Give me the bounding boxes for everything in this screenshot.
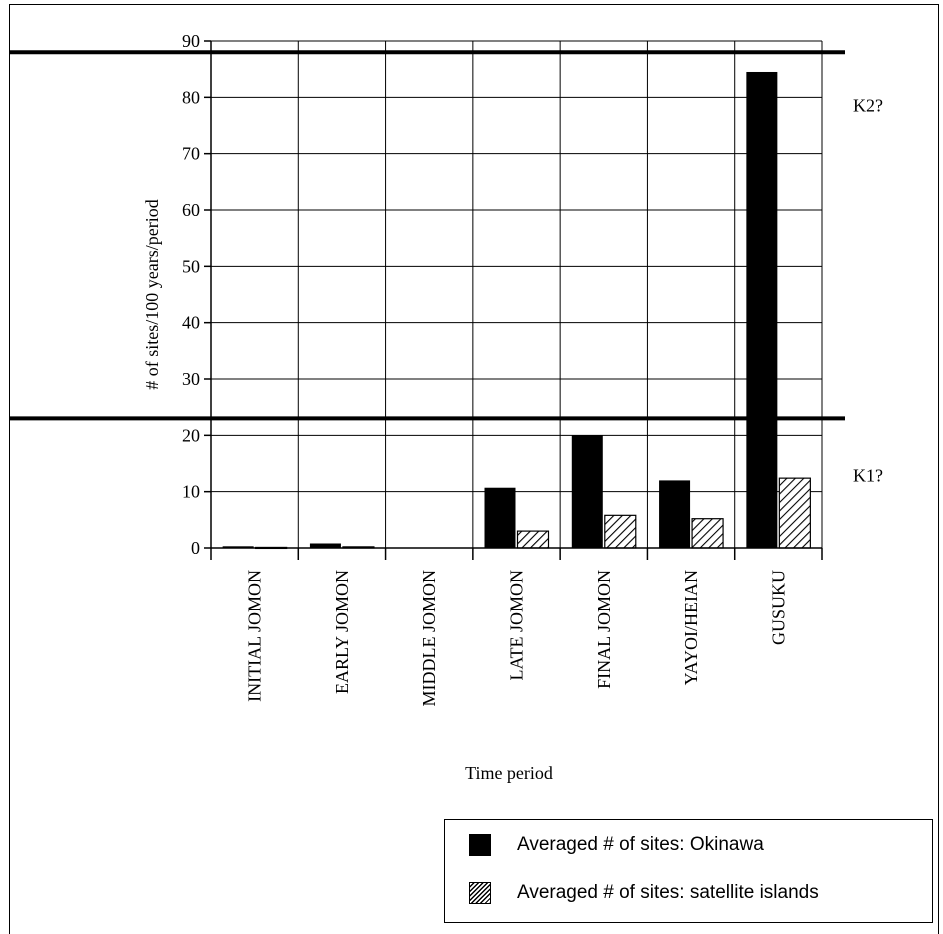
y-tick-label: 70 bbox=[182, 144, 200, 164]
y-tick-label: 80 bbox=[182, 87, 200, 107]
x-tick-label: EARLY JOMON bbox=[332, 570, 352, 694]
x-tick-label: GUSUKU bbox=[768, 570, 788, 645]
x-tick-label: FINAL JOMON bbox=[594, 570, 614, 689]
bar-okinawa bbox=[659, 480, 691, 548]
bar-okinawa bbox=[222, 546, 254, 548]
y-tick-label: 20 bbox=[182, 425, 200, 445]
reference-line-label: K1? bbox=[853, 465, 883, 485]
bar-okinawa bbox=[746, 71, 778, 548]
y-axis-title: # of sites/100 years/period bbox=[142, 199, 162, 389]
bar-satellite bbox=[604, 514, 637, 549]
x-axis-title: Time period bbox=[465, 763, 553, 783]
axis-labels: 0 10 20 30 40 50 60 70 80 90 INITIAL JOMON EARLY JO… bbox=[142, 31, 788, 783]
x-tick-label: INITIAL JOMON bbox=[245, 570, 265, 702]
reference-line-label: K2? bbox=[853, 95, 883, 115]
legend-swatch-hatched bbox=[469, 882, 491, 904]
y-tick-label: 60 bbox=[182, 200, 200, 220]
bar-okinawa bbox=[571, 435, 603, 548]
y-tick-label: 50 bbox=[182, 256, 200, 276]
bars bbox=[222, 71, 811, 550]
bar-satellite bbox=[778, 477, 811, 549]
y-tick-label: 10 bbox=[182, 482, 200, 502]
y-tick-label: 30 bbox=[182, 369, 200, 389]
legend-label-okinawa: Averaged # of sites: Okinawa bbox=[517, 834, 764, 855]
y-tick-label: 90 bbox=[182, 31, 200, 51]
x-tick-label: MIDDLE JOMON bbox=[419, 570, 439, 707]
figure-frame bbox=[9, 4, 939, 934]
legend-item-satellite: Averaged # of sites: satellite islands bbox=[469, 882, 819, 904]
y-tick-label: 40 bbox=[182, 313, 200, 333]
legend-label-satellite: Averaged # of sites: satellite islands bbox=[517, 882, 819, 903]
grid bbox=[211, 40, 823, 548]
axes bbox=[204, 40, 823, 560]
y-tick-label: 0 bbox=[191, 538, 200, 558]
bar-okinawa bbox=[309, 543, 341, 548]
bar-okinawa bbox=[484, 487, 516, 548]
x-tick-label: LATE JOMON bbox=[507, 570, 527, 681]
x-tick-label: YAYOI/HEIAN bbox=[681, 570, 701, 685]
bar-satellite bbox=[691, 518, 724, 549]
legend-swatch-solid bbox=[469, 834, 491, 856]
bar-satellite bbox=[516, 530, 550, 549]
reference-lines: K2? K1? bbox=[9, 50, 883, 485]
legend-item-okinawa: Averaged # of sites: Okinawa bbox=[469, 834, 764, 856]
legend: Averaged # of sites: Okinawa Averaged # … bbox=[444, 819, 933, 923]
